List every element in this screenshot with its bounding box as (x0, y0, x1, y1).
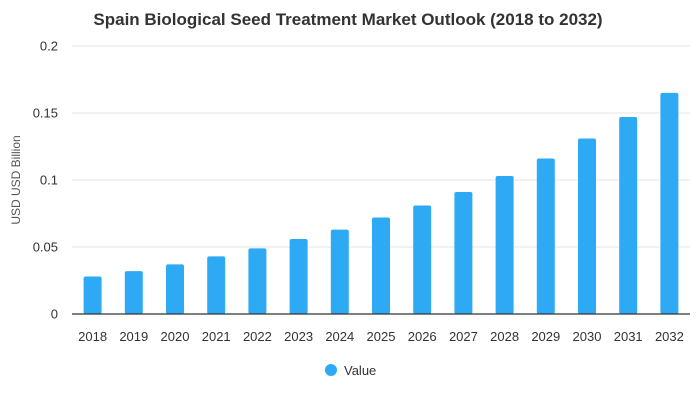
x-tick-label: 2023 (284, 329, 313, 344)
bar-2019[interactable] (124, 271, 143, 314)
bar-2031[interactable] (619, 117, 638, 315)
bar-2021[interactable] (207, 256, 226, 314)
x-tick-label: 2026 (408, 329, 437, 344)
bar-2025[interactable] (372, 217, 390, 314)
y-tick-label: 0.15 (33, 106, 58, 121)
x-tick-label: 2025 (367, 329, 396, 344)
x-tick-label: 2018 (78, 329, 107, 344)
x-tick-label: 2024 (325, 329, 354, 344)
x-tick-label: 2031 (614, 329, 643, 344)
axes: 0 0.05 0.1 0.15 0.2 2018 2019 2020 2021 2022 2023 2… (33, 39, 690, 344)
bars (83, 92, 679, 315)
y-axis-label: USD USD Billion (9, 135, 23, 224)
legend-label: Value (344, 363, 376, 378)
bar-2029[interactable] (536, 158, 555, 314)
y-tick-label: 0.2 (40, 39, 58, 54)
bar-2024[interactable] (330, 229, 349, 314)
bar-2030[interactable] (578, 138, 596, 314)
x-tick-label: 2020 (161, 329, 190, 344)
bar-2028[interactable] (495, 175, 514, 314)
bar-2027[interactable] (454, 192, 473, 314)
x-tick-label: 2030 (573, 329, 602, 344)
legend: Value (325, 363, 376, 378)
x-tick-label: 2019 (119, 329, 148, 344)
bar-2018[interactable] (83, 276, 102, 314)
bar-2022[interactable] (248, 248, 267, 314)
x-tick-label: 2021 (202, 329, 231, 344)
gridlines (72, 45, 690, 248)
x-tick-label: 2022 (243, 329, 272, 344)
y-tick-label: 0.1 (40, 173, 58, 188)
y-tick-label: 0 (51, 307, 58, 322)
bar-2032[interactable] (660, 92, 679, 315)
x-tick-label: 2027 (449, 329, 478, 344)
bar-2026[interactable] (413, 205, 432, 314)
bar-2020[interactable] (166, 264, 184, 314)
x-tick-label: 2029 (531, 329, 560, 344)
bar-2023[interactable] (289, 238, 308, 314)
legend-swatch (325, 364, 337, 376)
x-tick-label: 2032 (655, 329, 684, 344)
x-tick-label: 2028 (490, 329, 519, 344)
chart-title: Spain Biological Seed Treatment Market O… (93, 10, 602, 29)
y-tick-label: 0.05 (33, 240, 58, 255)
